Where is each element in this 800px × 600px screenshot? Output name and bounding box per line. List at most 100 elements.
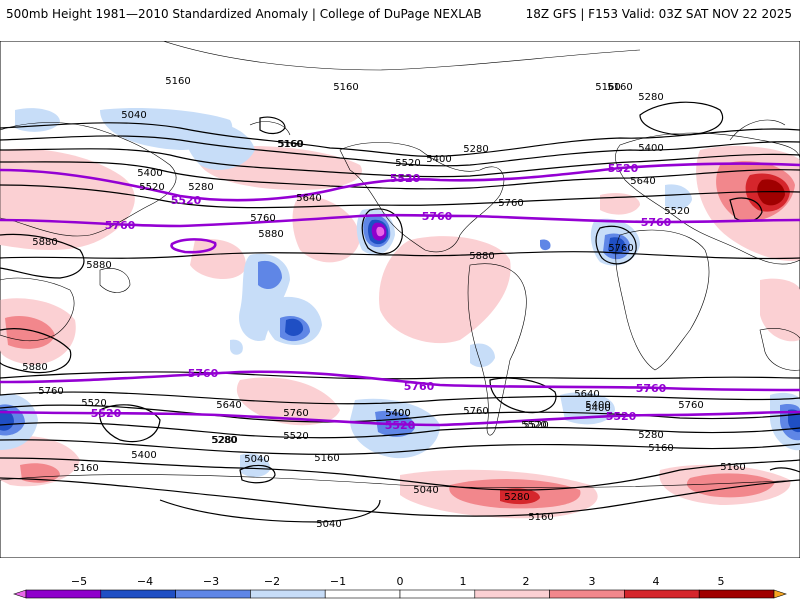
anomaly-region <box>665 184 692 210</box>
coastlines <box>0 41 800 558</box>
anomaly-region <box>15 108 60 132</box>
height-label: 5280 <box>188 182 213 193</box>
height-label: 5760 <box>498 198 523 209</box>
colorbar: −5 −4 −3 −2 −1 0 1 2 3 4 5 <box>13 575 787 599</box>
colorbar-tick: 3 <box>589 575 596 588</box>
height-label: 5760 <box>250 213 275 224</box>
highlight-label: 5520 <box>91 407 122 420</box>
highlight-labels: 5520 5520 5520 5760 5760 5760 5760 5760 … <box>91 162 672 432</box>
header: 500mb Height 1981—2010 Standardized Anom… <box>0 0 800 30</box>
colorbar-tick: −3 <box>203 575 219 588</box>
anomaly-region <box>0 409 14 431</box>
highlight-label: 5760 <box>105 219 136 232</box>
height-label: 5160 <box>333 82 358 93</box>
colorbar-bin <box>474 589 550 599</box>
colorbar-bin <box>773 589 787 599</box>
anomaly-region <box>20 463 60 483</box>
highlight-label: 5520 <box>390 172 421 185</box>
height-label: 5520 <box>283 431 308 442</box>
height-label: 5760 <box>608 243 633 254</box>
height-label: 5520 <box>81 398 106 409</box>
height-label: 5520 <box>521 420 546 431</box>
height-label: 5280 <box>638 92 663 103</box>
height-label: 5160 <box>73 463 98 474</box>
height-label: 5520 <box>395 158 420 169</box>
colorbar-bin <box>25 589 102 599</box>
anomaly-region <box>190 239 246 280</box>
height-label: 5640 <box>630 176 655 187</box>
height-label: 5400 <box>385 408 410 419</box>
height-label: 5760 <box>283 408 308 419</box>
height-label: 5400 <box>585 403 610 414</box>
height-label: 5400 <box>385 408 410 419</box>
highlight-label: 5520 <box>171 194 202 207</box>
anomaly-region <box>600 193 640 215</box>
colorbar-bin <box>250 589 326 599</box>
height-label: 5520 <box>523 420 548 431</box>
colorbar-bin <box>624 589 700 599</box>
highlight-label: 5760 <box>636 382 667 395</box>
anomaly-region <box>5 315 55 349</box>
anomaly-region <box>230 339 243 355</box>
height-label: 5040 <box>316 519 341 530</box>
height-contours <box>0 101 800 523</box>
colorbar-tick: −1 <box>330 575 346 588</box>
anomaly-region <box>258 260 282 290</box>
colorbar-bin <box>399 589 476 599</box>
height-label: 5640 <box>574 389 599 400</box>
colorbar-tick: 4 <box>653 575 660 588</box>
height-label: 5280 <box>211 435 236 446</box>
colorbar-bin <box>698 589 775 599</box>
height-label: 5760 <box>678 400 703 411</box>
anomaly-map: 5160 5160 5160 5280 5040 5160 5520 5400 … <box>0 41 800 558</box>
height-label: 5160 <box>607 82 632 93</box>
height-label: 5040 <box>413 485 438 496</box>
highlight-label: 5520 <box>608 162 639 175</box>
height-label: 5520 <box>139 182 164 193</box>
anomaly-region <box>0 436 80 487</box>
height-label: 5160 <box>528 512 553 523</box>
highlight-contours <box>0 162 800 427</box>
colorbar-tick: 1 <box>460 575 467 588</box>
height-label: 5880 <box>22 362 47 373</box>
height-label: 5160 <box>165 76 190 87</box>
height-label: 5160 <box>278 139 303 150</box>
height-label: 5880 <box>86 260 111 271</box>
height-label: 5400 <box>638 143 663 154</box>
colorbar-tick: −5 <box>71 575 87 588</box>
map-title: 500mb Height 1981—2010 Standardized Anom… <box>6 7 482 21</box>
colorbar-bin <box>175 589 251 599</box>
height-label: 5280 <box>212 435 237 446</box>
height-label: 5160 <box>595 82 620 93</box>
anomaly-region <box>540 239 551 251</box>
height-label: 5400 <box>131 450 156 461</box>
colorbar-bin <box>324 589 401 599</box>
height-label: 5040 <box>121 110 146 121</box>
height-label: 5880 <box>258 229 283 240</box>
anomaly-region <box>757 179 785 206</box>
anomaly-region <box>292 195 360 263</box>
height-labels: 5160 5160 5160 5280 5040 5160 5520 5400 … <box>22 76 745 530</box>
height-label: 5640 <box>216 400 241 411</box>
anomaly-shading <box>0 108 800 519</box>
highlight-label: 5520 <box>385 419 416 432</box>
colorbar-bins <box>13 589 787 599</box>
height-label: 5040 <box>244 454 269 465</box>
height-label: 5280 <box>504 492 529 503</box>
colorbar-bin <box>549 589 625 599</box>
height-label: 5400 <box>585 400 610 411</box>
highlight-label: 5760 <box>404 380 435 393</box>
height-label: 5280 <box>463 144 488 155</box>
height-label: 5520 <box>664 206 689 217</box>
anomaly-region <box>379 236 511 344</box>
height-label: 5880 <box>32 237 57 248</box>
colorbar-ticks: −5 −4 −3 −2 −1 0 1 2 3 4 5 <box>71 575 725 588</box>
height-label: 5400 <box>426 154 451 165</box>
colorbar-bin <box>13 589 27 599</box>
height-label: 5160 <box>720 462 745 473</box>
colorbar-tick: −4 <box>137 575 153 588</box>
height-label: 5760 <box>38 386 63 397</box>
anomaly-region <box>285 318 304 336</box>
colorbar-bin <box>100 589 176 599</box>
height-label: 5160 <box>277 139 302 150</box>
